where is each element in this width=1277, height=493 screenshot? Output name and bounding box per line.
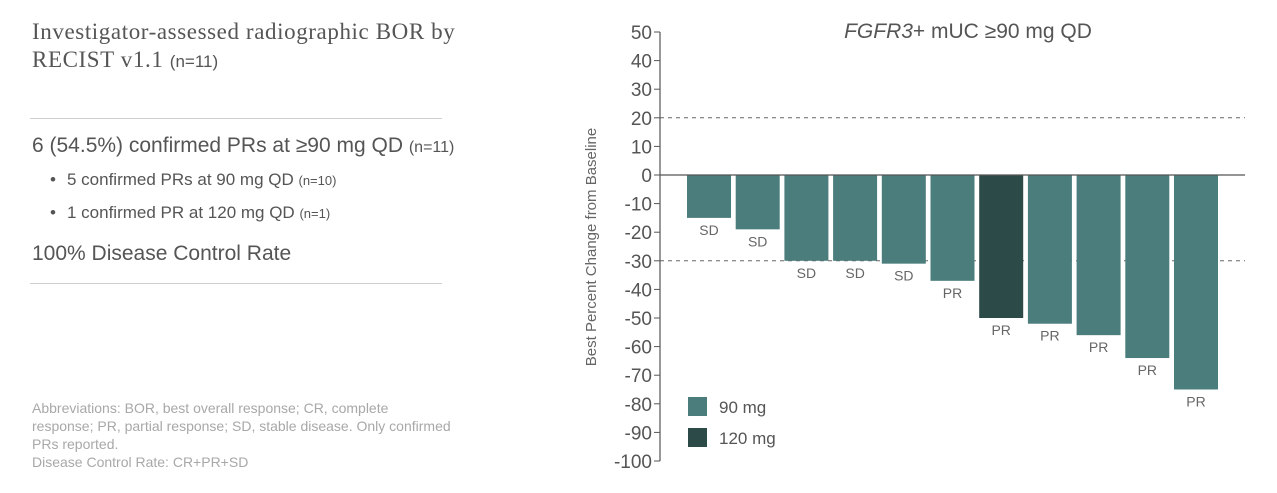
bar	[1174, 175, 1218, 390]
y-axis-label: Best Percent Change from Baseline	[583, 128, 600, 366]
bar	[735, 175, 780, 230]
divider-bottom	[30, 283, 442, 284]
bullet-item-2: • 1 confirmed PR at 120 mg QD (n=1)	[50, 203, 331, 222]
legend: 90 mg 120 mg	[688, 397, 776, 448]
chart-title: FGFR3+ mUC ≥90 mg QD	[844, 20, 1092, 43]
y-tick-label: -90	[625, 423, 652, 444]
y-tick-label: -80	[625, 395, 652, 416]
bar-label: SD	[699, 222, 718, 238]
bar	[930, 175, 975, 281]
bullet-n: (n=10)	[298, 173, 337, 188]
bar	[687, 175, 731, 218]
bullet-text: 1 confirmed PR at 120 mg QD	[67, 203, 295, 222]
y-tick-label: -100	[614, 452, 652, 473]
disease-control-rate: 100% Disease Control Rate	[32, 242, 292, 265]
y-tick-label: 50	[631, 23, 652, 44]
legend-label: 90 mg	[719, 398, 766, 417]
headline-text: 6 (54.5%) confirmed PRs at ≥90 mg QD	[32, 134, 403, 157]
bar-label: SD	[797, 265, 816, 281]
bars	[687, 175, 1218, 390]
y-tick-label: -40	[625, 280, 652, 301]
legend-label: 120 mg	[719, 429, 776, 448]
panel-title-main: Investigator-assessed radiographic BOR b…	[32, 19, 456, 72]
bar-label: PR	[1138, 362, 1157, 378]
y-tick-label: 0	[641, 166, 652, 187]
panel-title: Investigator-assessed radiographic BOR b…	[32, 18, 472, 76]
reference-lines	[660, 117, 1245, 262]
bar	[1027, 175, 1072, 324]
y-tick-label: 10	[631, 137, 652, 158]
y-tick-label: -60	[625, 338, 652, 359]
y-tick-label: 40	[631, 52, 652, 73]
bar-label: PR	[1089, 339, 1108, 355]
y-tick-label: -20	[625, 223, 652, 244]
bar	[1076, 175, 1121, 336]
footnote: Abbreviations: BOR, best overall respons…	[32, 399, 452, 471]
bar-label: PR	[1040, 328, 1059, 344]
bar-labels: SD SD SD SD SD PR PR PR PR PR PR	[699, 222, 1205, 410]
y-tick-label: -10	[625, 195, 652, 216]
bar	[881, 175, 926, 264]
bar-label: PR	[1186, 394, 1205, 410]
divider-top	[30, 118, 442, 119]
bar	[833, 175, 878, 261]
bullet-text: 5 confirmed PRs at 90 mg QD	[67, 170, 294, 189]
headline-n: (n=11)	[408, 139, 455, 156]
bullet-item-1: • 5 confirmed PRs at 90 mg QD (n=10)	[50, 170, 337, 189]
dcr-definition-note: Disease Control Rate: CR+PR+SD	[32, 454, 249, 470]
y-tick-label: 30	[631, 80, 652, 101]
legend-swatch	[688, 428, 707, 447]
abbreviations-note: Abbreviations: BOR, best overall respons…	[32, 400, 451, 452]
bar-label: PR	[943, 285, 962, 301]
bar	[979, 175, 1024, 318]
bar-label: SD	[748, 233, 767, 249]
bar-label: PR	[991, 322, 1010, 338]
panel-title-n: (n=11)	[169, 52, 219, 71]
chart-title-rest: + mUC ≥90 mg QD	[913, 20, 1092, 43]
y-tick-label: 20	[631, 109, 652, 130]
chart-title-italic: FGFR3	[844, 20, 913, 43]
y-tick-label: -50	[625, 309, 652, 330]
bar	[1125, 175, 1170, 359]
legend-swatch	[688, 397, 707, 416]
y-axis: 50 40 30 20 10 0 -10 -20 -30 -40 -50 -60 -70 -80 -90 -1…	[614, 23, 1245, 473]
bullet-n: (n=1)	[299, 206, 331, 221]
bar-label: SD	[845, 265, 864, 281]
y-tick-label: -30	[625, 252, 652, 273]
y-tick-label: -70	[625, 366, 652, 387]
bar-label: SD	[894, 268, 913, 284]
headline: 6 (54.5%) confirmed PRs at ≥90 mg QD (n=…	[32, 134, 454, 158]
bar	[784, 175, 829, 261]
